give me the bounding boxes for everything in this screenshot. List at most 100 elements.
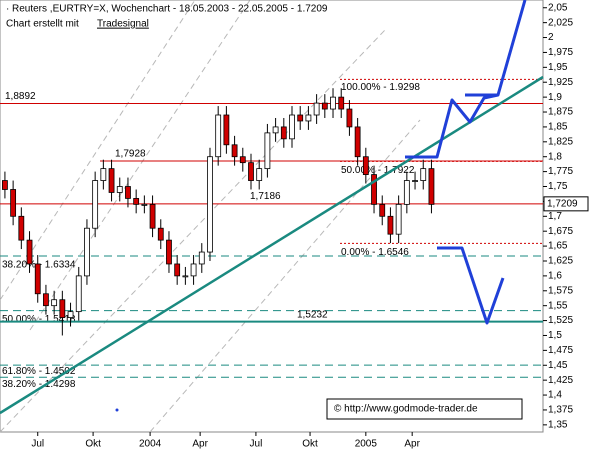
candle-body (92, 180, 99, 229)
y-tick-label: 1,975 (548, 47, 573, 58)
candle-body (330, 96, 336, 110)
candle-body (420, 168, 427, 181)
plot-frame (0, 0, 544, 433)
channel-line (0, 29, 386, 433)
candle-body (84, 227, 90, 277)
candle-body (313, 102, 320, 116)
x-tick-label: 2005 (355, 439, 378, 450)
y-tick-label: 1,575 (548, 285, 573, 296)
x-tick-label: 2004 (139, 439, 162, 450)
candle-body (34, 263, 41, 295)
chart-title: Reuters ,EURTRY=X, Wochenchart - 18.05.2… (12, 4, 328, 15)
y-tick-label: 1,35 (548, 419, 568, 430)
candle-body (215, 114, 222, 158)
candle-body (387, 215, 394, 235)
y-tick-label: 1,45 (548, 360, 568, 371)
y-tick-label: 1,6 (548, 271, 562, 282)
channel-line (149, 119, 421, 433)
annotation: 1,7186 (250, 191, 281, 202)
candle-body (182, 275, 189, 278)
source-box (326, 398, 523, 420)
y-tick-label: 1,95 (548, 62, 568, 73)
y-tick-label: 1,55 (548, 300, 568, 311)
credit-link: Tradesignal (97, 19, 149, 30)
candle-body (67, 311, 74, 318)
fib-label: 0.00% - 1.6546 (341, 247, 409, 258)
y-tick-label: 1,65 (548, 241, 568, 252)
candle-body (346, 108, 353, 128)
x-tick-label: Apr (404, 439, 420, 450)
candle-body (379, 203, 386, 217)
candle-body (108, 168, 115, 193)
candle-body (321, 102, 328, 110)
candle-body (100, 168, 107, 181)
price-line-label: 1,8892 (5, 91, 36, 102)
y-tick-label: 1,7 (548, 211, 562, 222)
y-tick-label: 1,5 (548, 330, 562, 341)
candle-body (248, 162, 254, 181)
candle-body (75, 275, 82, 313)
candle-body (305, 114, 312, 122)
y-tick-label: 1,625 (548, 256, 573, 267)
channel-line (29, 0, 251, 331)
candle-body (264, 132, 271, 170)
y-tick-label: 1,525 (548, 315, 573, 326)
candle-body (297, 114, 304, 122)
candle-body (272, 126, 279, 134)
candle-body (231, 144, 238, 158)
trend-line (0, 75, 544, 415)
candle-body (141, 203, 148, 206)
y-tick-label: 1,85 (548, 122, 568, 133)
y-tick-label: 1,9 (548, 92, 562, 103)
y-tick-label: 1,75 (548, 181, 568, 192)
title-icon: · (6, 4, 9, 15)
candle-body (289, 114, 295, 140)
candle-body (149, 203, 156, 229)
y-tick-label: 1,675 (548, 226, 573, 237)
candle-body (166, 239, 172, 265)
projection-down (437, 246, 505, 325)
support-label: 61.80% - 1.4502 (2, 366, 76, 377)
candle-body (116, 186, 123, 193)
y-tick-label: 1,825 (548, 136, 573, 147)
y-tick-label: 2,025 (548, 17, 573, 28)
last-price-label: 1,7209 (547, 198, 578, 209)
credit: Chart erstellt mit (6, 19, 79, 30)
channel-lines (0, 0, 421, 433)
price-line-label: 1,7928 (115, 149, 146, 160)
y-tick-label: 2 (548, 32, 554, 43)
last-price-box (543, 196, 589, 212)
candle-body (207, 156, 213, 253)
support-label: 50.00% - 1.5418 (2, 314, 76, 325)
fib-label: 50.00% - 1.7922 (341, 165, 415, 176)
source: © http://www.godmode-trader.de (334, 404, 478, 415)
candle-body (174, 263, 181, 277)
y-tick-label: 1,775 (548, 166, 573, 177)
y-tick-label: 1,375 (548, 405, 573, 416)
candle-body (362, 156, 369, 175)
support-label: 38.20% - 1.4298 (2, 379, 76, 390)
x-tick-label: Jul (31, 439, 44, 450)
candle-body (51, 299, 58, 307)
candle-body (338, 96, 345, 110)
candle-body (371, 174, 377, 205)
x-tick-label: Jul (250, 439, 263, 450)
x-tick-label: Apr (192, 439, 208, 450)
y-tick-label: 1,875 (548, 107, 573, 118)
y-tick-label: 1,925 (548, 77, 573, 88)
candle-body (157, 227, 164, 241)
candle-body (280, 126, 287, 140)
candle-body (125, 186, 131, 199)
fib-label: 100.00% - 1.9298 (341, 82, 420, 93)
candle-body (354, 126, 361, 158)
candle-body (2, 180, 8, 190)
candle-body (239, 156, 246, 164)
candle-body (198, 251, 205, 265)
candle-body (26, 239, 33, 265)
candle-body (395, 203, 402, 235)
x-tick-label: Okt (302, 439, 318, 450)
candle-body (18, 215, 25, 241)
candle-body (133, 198, 140, 205)
candle-body (412, 180, 418, 182)
